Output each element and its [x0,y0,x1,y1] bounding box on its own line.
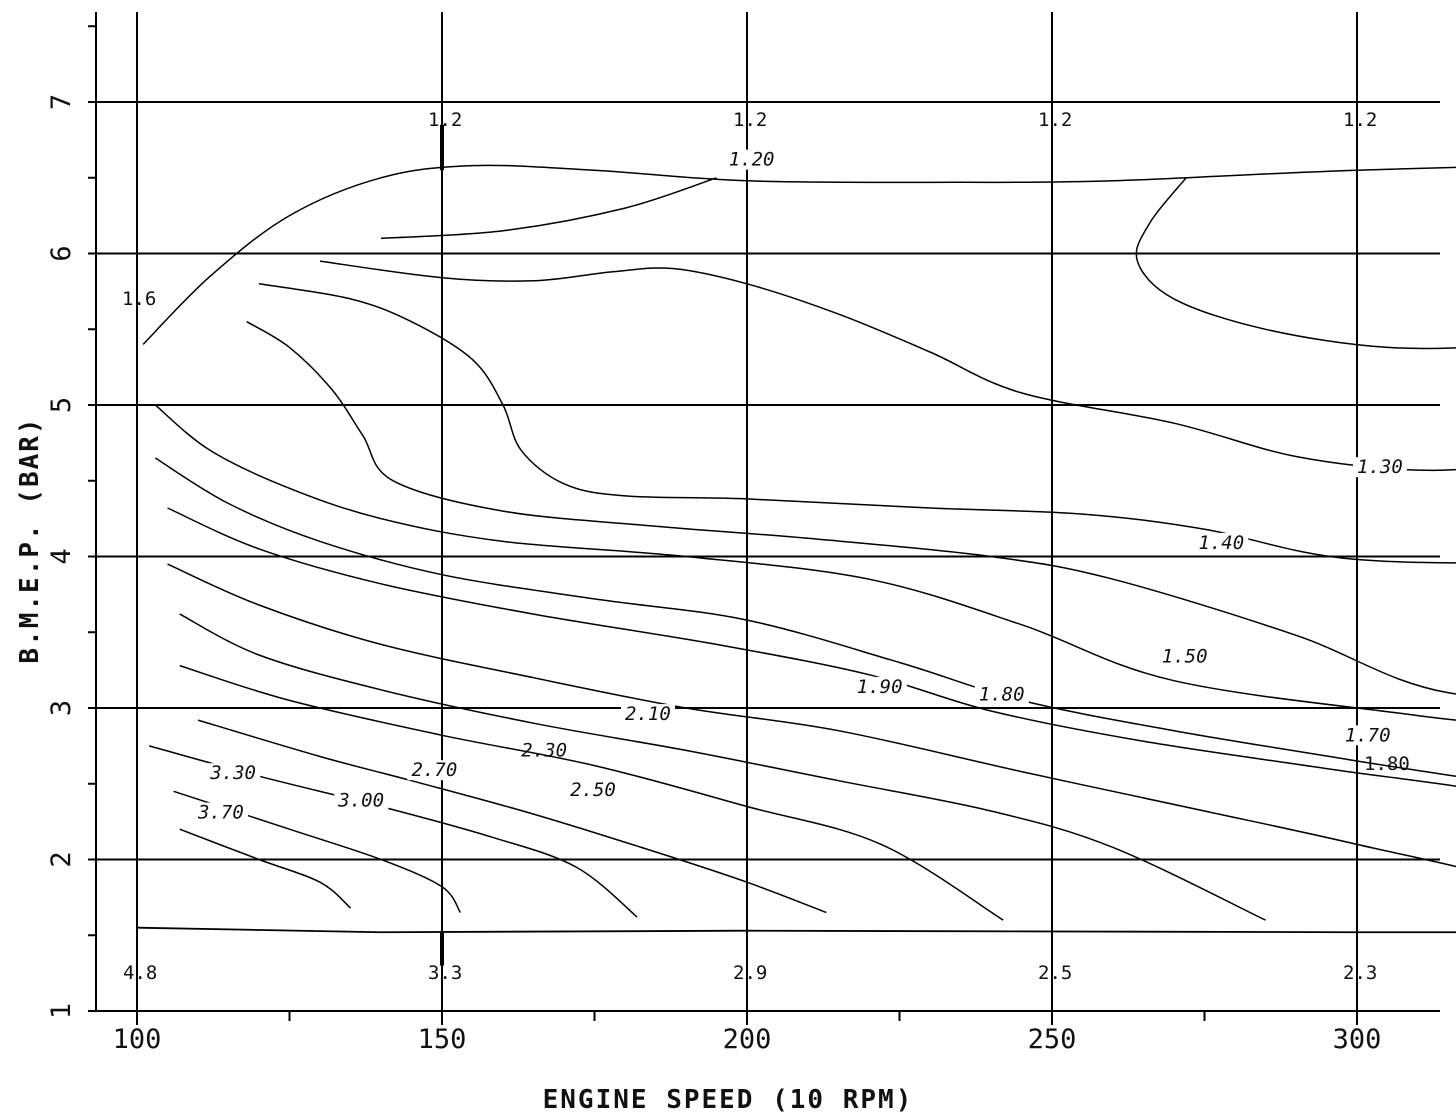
y-tick-label: 2 [46,851,77,867]
contour-label: 2.10 [625,703,671,725]
contour-line-1-70 [154,404,1456,721]
contour-label-bg [724,149,779,170]
x-tick-label: 150 [418,1024,467,1055]
contour-line-1-20 [380,177,717,240]
measured-value-right: 1.80 [1364,753,1410,775]
contour-label: 3.70 [197,802,244,824]
contour-line-1-80 [154,457,1456,778]
contour-label-bg [621,704,675,725]
measured-value-bottom: 3.3 [428,962,462,984]
contour-label: 1.20 [729,149,775,171]
y-tick-label: 5 [46,397,77,413]
measured-value-bottom: 2.9 [733,962,767,984]
contour-label: 2.70 [412,759,458,781]
contour-label-bg [1353,457,1407,478]
contour-label-bg [974,684,1029,705]
contour-label: 3.30 [209,762,256,784]
measured-value-bottom: 2.5 [1038,962,1072,984]
contour-label-bg [407,760,462,781]
x-tick-label: 100 [113,1024,162,1055]
contour-line-1-50 [246,321,1456,695]
boundary-line [136,926,1456,934]
y-tick-label: 7 [46,94,77,110]
measured-value-bottom: 4.8 [123,962,157,984]
x-tick-label: 200 [723,1024,772,1055]
contour-label-bg [566,779,621,800]
contour-label: 1.50 [1162,646,1208,668]
contour-line-2-50 [179,664,1004,921]
y-tick-label: 1 [46,1003,77,1019]
contour-label: 1.70 [1345,724,1391,746]
contour-label-bg [1157,646,1212,667]
measured-value-top: 1.2 [733,109,767,131]
x-tick-label: 300 [1333,1024,1382,1055]
contour-label: 2.30 [521,739,567,761]
contour-line-1-30 [319,260,1456,472]
axes: 1001502002503003504004505001234567 [46,12,1440,1055]
contour-line-2-30 [179,613,1266,921]
measured-value-top: 1.2 [1343,109,1377,131]
contour-line-1-20 [1135,177,1456,350]
measured-value-top: 1.2 [1038,109,1072,131]
measured-point-labels: 1.21.21.21.21.21.04.83.32.92.52.31.71.81… [122,109,1410,984]
contour-label-bg [334,790,389,811]
contour-lines: 1.201.201.301.401.501.701.801.902.102.30… [142,149,1456,921]
contour-label: 1.40 [1198,532,1244,554]
measured-value-top: 1.2 [428,109,462,131]
contour-label: 3.00 [337,789,384,811]
contour-line-1-40 [258,283,1456,564]
contour-label-bg [206,763,261,784]
contour-line-1-20 [142,164,1456,345]
contour-label-bg [517,740,572,761]
contour-line-2-70 [197,719,827,914]
measured-value-bottom: 2.3 [1343,962,1377,984]
contour-label-bg [194,802,248,823]
boundary-polyline [136,926,1456,934]
contour-line-1-90 [167,507,1456,787]
contour-line-2-10 [167,563,1456,868]
x-axis-title: ENGINE SPEED (10 RPM) [543,1085,914,1115]
y-tick-label: 4 [46,548,77,564]
contour-label: 1.90 [857,676,903,698]
contour-label: 1.80 [979,683,1025,705]
measured-value-left: 1.6 [122,288,156,310]
contour-label-bg [1194,532,1249,553]
y-tick-label: 3 [46,700,77,716]
contour-label-bg [1340,725,1395,746]
contour-label: 2.50 [570,779,616,801]
contour-label-bg [852,676,907,697]
x-tick-label: 250 [1028,1024,1077,1055]
contour-line-3-70 [179,828,351,909]
contour-label: 1.30 [1357,456,1403,478]
y-axis-title: B.M.E.P. (BAR) [15,416,45,663]
y-tick-label: 6 [46,245,77,261]
